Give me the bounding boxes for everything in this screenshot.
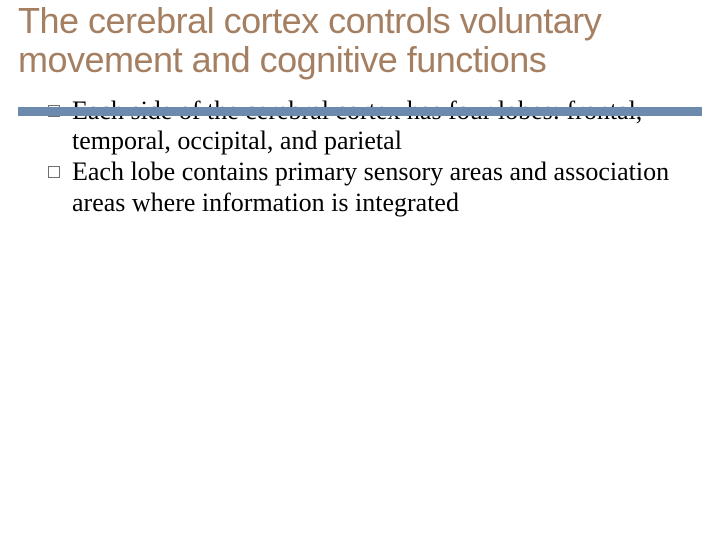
list-item: Each side of the cerebral cortex has fou… <box>48 96 680 157</box>
body-block: Each side of the cerebral cortex has fou… <box>0 86 720 219</box>
slide-title: The cerebral cortex controls voluntary m… <box>18 2 702 80</box>
slide: The cerebral cortex controls voluntary m… <box>0 0 720 540</box>
accent-bar <box>18 107 702 116</box>
square-bullet-icon <box>48 166 60 178</box>
bullet-text: Each lobe contains primary sensory areas… <box>72 157 680 218</box>
bullet-text: Each side of the cerebral cortex has fou… <box>72 96 680 157</box>
title-block: The cerebral cortex controls voluntary m… <box>0 0 720 86</box>
list-item: Each lobe contains primary sensory areas… <box>48 157 680 218</box>
